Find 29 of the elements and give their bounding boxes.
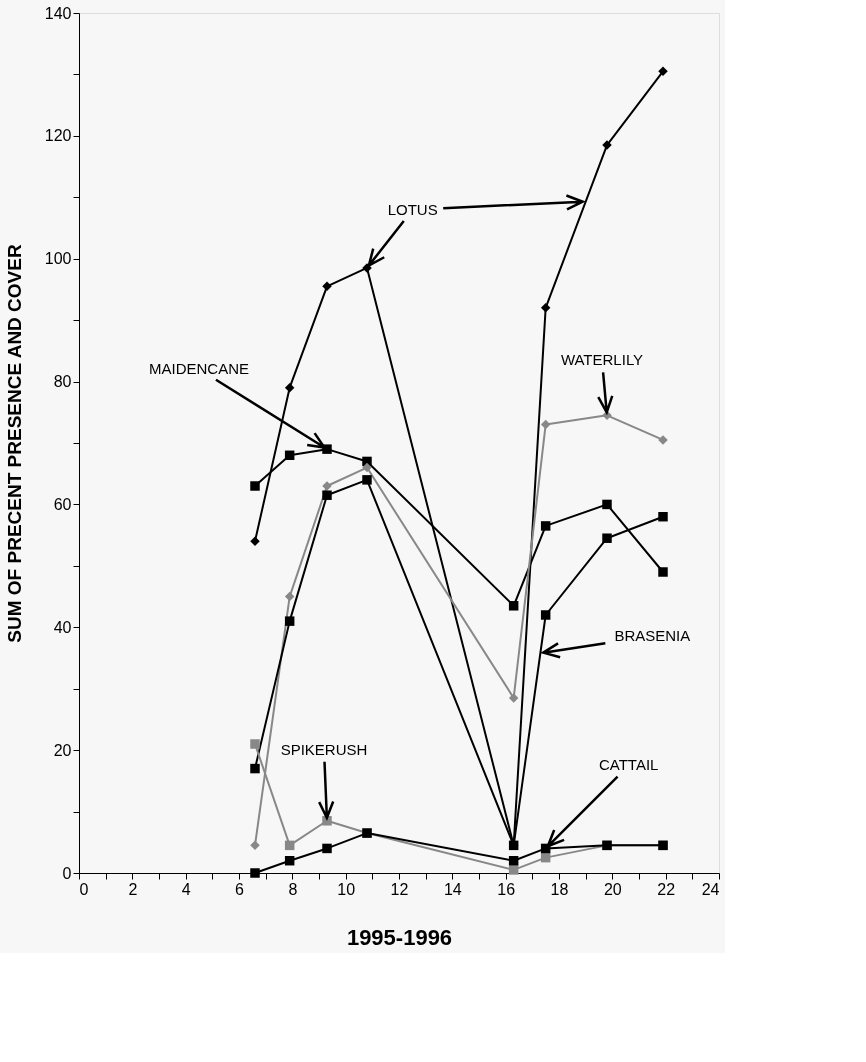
y-tick-label: 80 [53, 373, 72, 391]
annotation: WATERLILY [560, 351, 644, 369]
y-tick-label: 120 [44, 127, 72, 145]
x-tick-label: 2 [128, 880, 138, 898]
annotation: CATTAIL [598, 756, 659, 774]
x-tick-label: 0 [79, 880, 89, 898]
x-tick-label: 22 [657, 880, 676, 898]
x-tick-label: 10 [337, 880, 356, 898]
x-tick-label: 24 [701, 880, 720, 898]
y-tick-label: 100 [44, 250, 72, 268]
x-tick-label: 4 [181, 880, 191, 898]
x-tick-label: 18 [550, 880, 569, 898]
x-tick-label: 20 [603, 880, 622, 898]
x-tick-label: 8 [288, 880, 298, 898]
y-tick-label: 140 [44, 4, 72, 22]
y-axis-title: SUM OF PRECENT PRESENCE AND COVER [3, 244, 25, 643]
y-tick-label: 20 [53, 741, 72, 759]
x-tick-label: 16 [497, 880, 516, 898]
x-tick-label: 6 [235, 880, 245, 898]
annotation: MAIDENCANE [148, 360, 250, 378]
annotation: LOTUS [387, 200, 438, 218]
x-axis-title: 1995-1996 [346, 924, 453, 950]
annotation: BRASENIA [614, 627, 691, 645]
y-tick-label: 0 [62, 864, 72, 882]
y-tick-label: 40 [53, 618, 72, 636]
y-tick-label: 60 [53, 495, 72, 513]
x-tick-label: 12 [390, 880, 409, 898]
x-tick-label: 14 [443, 880, 462, 898]
annotation: SPIKERUSH [280, 740, 368, 758]
